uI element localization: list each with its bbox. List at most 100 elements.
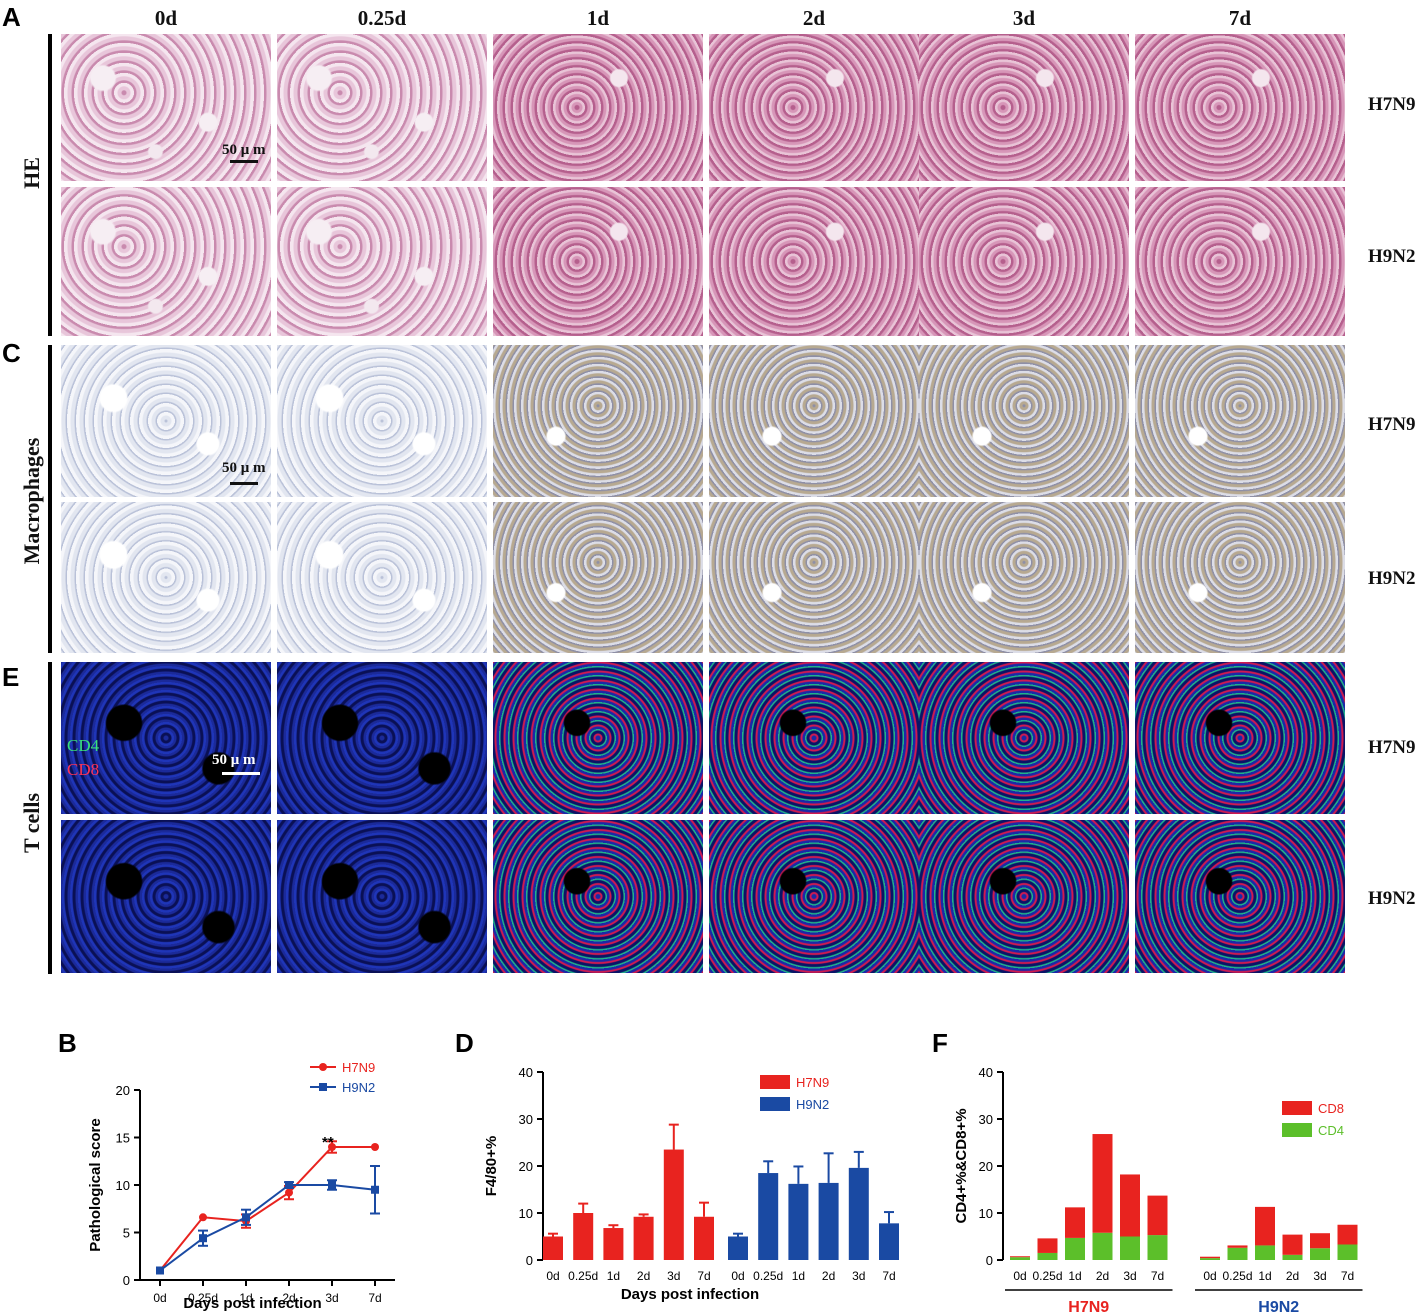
legend-label-H9N2: H9N2 [796,1097,829,1112]
legend-label-CD4: CD4 [1318,1123,1344,1138]
x-tick-label: 7d [697,1269,710,1283]
x-tick-label: 0.25d [753,1269,783,1283]
bar-H9N2-3d [848,1167,869,1260]
x-tick-label: 1d [607,1269,620,1283]
micrograph-tcells-h7n9-1d [493,662,703,814]
y-tick-label: 0 [526,1253,533,1268]
chart-d-f480: 0 10 20 30 40 F4/80+% 0d 0.25d 1d 2d 3d 7d 0d 0.25d 1d… [483,1065,899,1303]
x-tick-label: 1d [1068,1269,1081,1283]
legend-label-H7N9: H7N9 [342,1060,375,1075]
section-label-he: HE [19,157,44,189]
scalebar-tcells [222,772,260,775]
bar-cd4-H9N2-7d [1337,1244,1358,1260]
micrograph-he-h7n9-7d [1135,34,1345,181]
y-tick-label: 5 [123,1226,130,1241]
bar-cd8-H9N2-0.25d [1227,1245,1248,1248]
micrograph-macrophages-h7n9-1d [493,345,703,497]
chart-b-pathological-score: 0 5 10 15 20 0d 0.25d 1d 2d 3d 7d Days post infecti… [87,1060,395,1312]
y-tick-label: 15 [116,1131,130,1146]
legend-swatch-CD8 [1282,1101,1312,1115]
data-point-H7N9 [199,1213,207,1222]
bar-cd8-H9N2-0d [1200,1256,1220,1259]
data-point-H7N9 [328,1143,336,1151]
x-tick-label: 2d [282,1291,295,1305]
legend-swatch-H7N9 [760,1075,790,1089]
micrograph-macrophages-h9n2-0.25d [277,502,487,653]
data-point-H9N2 [285,1181,293,1189]
column-label-1d: 1d [586,6,610,30]
bar-cd8-H7N9-0.25d [1037,1238,1058,1253]
legend-label-H7N9: H7N9 [796,1075,829,1090]
scalebar-label-tcells: 50 μ m [212,752,256,768]
section-bracket-he [48,34,52,336]
panel-letter-d: D [455,1028,474,1058]
y-axis-label: Pathological score [87,1118,104,1251]
data-point-H7N9 [285,1188,293,1197]
data-point-H9N2 [328,1181,336,1189]
micrograph-he-h9n2-7d [1135,187,1345,336]
micrograph-macrophages-h9n2-3d [919,502,1129,653]
chart-f-cd4-cd8: 0 10 20 30 40 CD4+%&CD8+% 0d 0.25d 1d 2d 3d 7d H7N9 0… [953,1065,1363,1315]
micrograph-he-h7n9-0.25d [277,34,487,181]
micrograph-he-h9n2-2d [709,187,919,336]
micrograph-he-h9n2-0.25d [277,187,487,336]
group-label-H7N9: H7N9 [1068,1299,1109,1315]
section-bracket-tcells [48,662,52,974]
bar-cd8-H9N2-7d [1337,1224,1358,1245]
legend-marker-H9N2 [319,1083,327,1091]
y-tick-label: 40 [979,1065,993,1080]
row-label-macrophages-h9n2: H9N2 [1368,568,1416,589]
micrograph-he-h9n2-3d [919,187,1129,336]
y-tick-label: 30 [519,1112,533,1127]
x-tick-label: 1d [792,1269,805,1283]
row-label-he-h7n9: H7N9 [1368,94,1416,115]
micrograph-macrophages-h7n9-2d [709,345,919,497]
x-tick-label: 1d [1258,1269,1271,1283]
x-tick-label: 0d [1203,1269,1216,1283]
x-tick-label: 3d [667,1269,680,1283]
section-bracket-macrophages [48,345,52,653]
bar-cd4-H7N9-3d [1120,1236,1140,1260]
micrograph-tcells-h7n9-0d [61,662,271,814]
micrograph-he-h7n9-2d [709,34,919,181]
scalebar-label-he: 50 μ m [222,142,266,158]
y-tick-label: 0 [986,1253,993,1268]
panel-letter-a: A [2,2,21,32]
micrograph-he-h7n9-3d [919,34,1129,181]
panel-letter-f: F [932,1028,948,1058]
x-axis-label: Days post infection [621,1286,759,1303]
x-tick-label: 0.25d [568,1269,598,1283]
bar-cd8-H7N9-3d [1120,1174,1140,1237]
micrograph-tcells-h7n9-2d [709,662,919,814]
x-tick-label: 2d [1096,1269,1109,1283]
y-tick-label: 20 [116,1083,130,1098]
x-tick-label: 3d [1313,1269,1326,1283]
legend-swatch-H9N2 [760,1097,790,1111]
legend-label-H9N2: H9N2 [342,1080,375,1095]
micrograph-macrophages-h9n2-7d [1135,502,1345,653]
series-line-H7N9 [159,1146,375,1272]
bar-H9N2-0.25d [758,1173,779,1260]
data-point-H9N2 [156,1266,164,1275]
bar-cd4-H9N2-2d [1282,1254,1303,1260]
y-tick-label: 20 [519,1159,533,1174]
micrograph-he-h9n2-0d [61,187,271,336]
bar-cd8-H7N9-1d [1065,1207,1085,1238]
row-label-tcells-h9n2: H9N2 [1368,888,1416,909]
tcell-legend-cd4: CD4 [67,736,100,755]
micrograph-tcells-h7n9-0.25d [277,662,487,814]
bar-H7N9-1d [603,1228,624,1260]
bar-cd4-H9N2-3d [1310,1248,1330,1260]
bar-H7N9-7d [694,1216,714,1260]
bar-H9N2-7d [879,1223,899,1260]
bar-H7N9-3d [663,1149,684,1260]
micrograph-macrophages-h7n9-0.25d [277,345,487,497]
x-tick-label: 7d [1341,1269,1354,1283]
y-axis-label: F4/80+% [483,1136,500,1196]
section-label-macrophages: Macrophages [19,437,44,565]
x-tick-label: 7d [882,1269,895,1283]
x-tick-label: 2d [1286,1269,1299,1283]
data-point-H9N2 [199,1234,207,1243]
bar-cd8-H7N9-0d [1010,1256,1030,1258]
bar-cd8-H7N9-2d [1092,1134,1113,1233]
